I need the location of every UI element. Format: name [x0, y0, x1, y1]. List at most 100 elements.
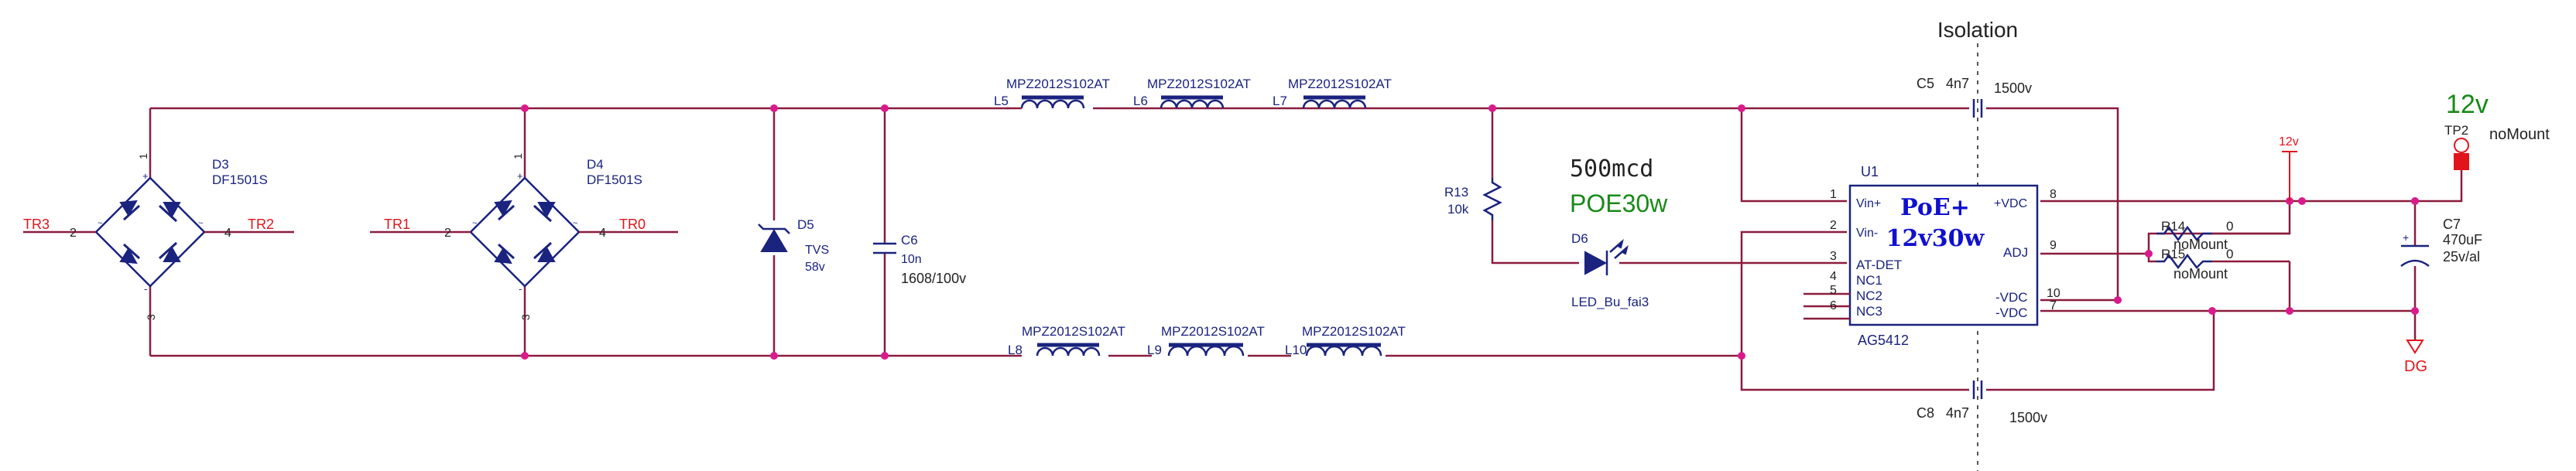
led-d6: D6 LED_Bu_fai3 500mcd POE30w: [1570, 155, 1668, 309]
u1-pin4-num: 4: [1830, 270, 1837, 283]
l7-part: MPZ2012S102AT: [1288, 77, 1392, 91]
resistor-r13: R13 10k: [1444, 178, 1502, 220]
ground-label: DG: [2404, 358, 2427, 375]
d4-pin-2: 2: [444, 227, 451, 240]
u1-pin2-num: 2: [1830, 219, 1837, 232]
l9-part: MPZ2012S102AT: [1161, 324, 1265, 339]
r14-value: 0: [2226, 219, 2233, 234]
u1-pin8-name: +VDC: [1994, 197, 2027, 210]
r15-note: noMount: [2174, 266, 2228, 282]
d3-pin-3: 3: [145, 314, 157, 320]
ic-u1: U1 AG5412 PoE+ 12v30w 1 Vin+ 2 Vin- 3 AT…: [1804, 164, 2060, 348]
c6-ref: C6: [901, 233, 918, 247]
svg-text:~: ~: [98, 219, 102, 228]
wire-net: [149, 107, 2463, 391]
svg-text:+: +: [142, 170, 149, 182]
d5-type: TVS: [805, 244, 829, 257]
l10-part: MPZ2012S102AT: [1302, 324, 1406, 339]
d5-ref: D5: [797, 217, 814, 232]
svg-text:-: -: [519, 283, 522, 295]
led-note-brightness: 500mcd: [1570, 155, 1653, 183]
r13-value: 10k: [1447, 202, 1469, 217]
l5-ref: L5: [994, 94, 1009, 108]
c8-voltage: 1500v: [2009, 410, 2047, 425]
u1-pin1-name: Vin+: [1856, 197, 1881, 210]
svg-text:+: +: [517, 170, 523, 182]
l6-part: MPZ2012S102AT: [1147, 77, 1251, 91]
d4-pin-4: 4: [599, 227, 606, 240]
l8-part: MPZ2012S102AT: [1022, 324, 1125, 339]
capacitor-c6: C6 10n 1608/100v: [873, 233, 966, 286]
d4-ref: D4: [587, 157, 604, 172]
r14-note: noMount: [2174, 237, 2228, 252]
d6-part: LED_Bu_fai3: [1571, 295, 1649, 309]
u1-pin10-num: 10: [2047, 287, 2060, 300]
r15-ref: R15: [2161, 247, 2185, 261]
isolation-barrier: Isolation: [1937, 18, 2018, 471]
led-note-power: POE30w: [1570, 189, 1668, 217]
tp2-rail-label: 12v: [2446, 90, 2489, 119]
d3-net-right: TR2: [248, 217, 274, 232]
u1-pin2-name: Vin-: [1856, 227, 1878, 240]
u1-pin7-name: -VDC: [1995, 305, 2028, 320]
d3-net-left: TR3: [23, 217, 50, 232]
svg-text:+: +: [2403, 231, 2409, 244]
c6-package: 1608/100v: [901, 271, 966, 286]
power-flag-12v: 12v: [2279, 135, 2299, 201]
d4-net-left: TR1: [384, 217, 410, 232]
c6-value: 10n: [901, 253, 922, 266]
inductor-l6: MPZ2012S102AT L6: [1006, 77, 1251, 110]
r13-ref: R13: [1444, 185, 1468, 200]
capacitor-c8: C8 4n7 1500v: [1917, 381, 2047, 425]
c7-rating: 25v/al: [2443, 249, 2480, 265]
svg-text:~: ~: [573, 219, 577, 228]
l10-ref: L10: [1285, 343, 1307, 357]
inductor-l7: MPZ2012S102AT L7: [1273, 77, 1392, 109]
d3-pin-4: 4: [224, 227, 231, 240]
u1-pin10-name: -VDC: [1995, 290, 2028, 305]
u1-pin8-num: 8: [2050, 188, 2057, 201]
u1-pin5-name: NC2: [1856, 288, 1882, 303]
power-flag-label: 12v: [2279, 135, 2299, 148]
c5-ref: C5: [1917, 76, 1934, 91]
u1-pin3-name: AT-DET: [1856, 258, 1902, 272]
svg-text:-: -: [144, 283, 147, 295]
u1-title-2: 12v30w: [1886, 225, 1985, 252]
u1-pin5-num: 5: [1830, 284, 1837, 297]
d4-pin-3: 3: [519, 314, 532, 320]
inductor-l5: MPZ2012S102AT L5: [994, 77, 1110, 109]
d4-net-right: TR0: [619, 217, 646, 232]
u1-pin4-name: NC1: [1856, 273, 1882, 288]
d5-value: 58v: [805, 261, 825, 274]
c8-value: 4n7: [1946, 405, 1969, 421]
d4-pin-1: 1: [512, 153, 524, 159]
u1-ref: U1: [1861, 164, 1879, 179]
isolation-label: Isolation: [1937, 18, 2018, 42]
u1-pin7-num: 7: [2050, 299, 2057, 312]
junction-dots: [521, 104, 2419, 360]
l7-ref: L7: [1273, 94, 1287, 108]
d6-ref: D6: [1571, 231, 1588, 246]
u1-pin9-name: ADJ: [2003, 245, 2028, 260]
bridge-d4: + - ~ ~ 1 3 2 4 TR1 TR0 D4 DF1501S: [370, 153, 678, 320]
test-point-tp2: 12v TP2 noMount: [2444, 90, 2550, 170]
c5-value: 4n7: [1946, 76, 1969, 91]
c8-ref: C8: [1917, 405, 1934, 421]
u1-pin6-name: NC3: [1856, 304, 1882, 319]
r15-value: 0: [2226, 247, 2233, 261]
u1-title-1: PoE+: [1900, 194, 1970, 221]
l8-ref: L8: [1008, 343, 1023, 357]
tp2-note: noMount: [2489, 126, 2550, 143]
c5-voltage: 1500v: [1994, 80, 2032, 96]
l5-part: MPZ2012S102AT: [1006, 77, 1110, 91]
svg-text:~: ~: [198, 219, 203, 228]
l9-ref: L9: [1147, 343, 1162, 357]
u1-pin6-num: 6: [1830, 299, 1837, 312]
tp2-ref: TP2: [2444, 123, 2468, 138]
capacitor-c5: C5 4n7 1500v: [1917, 76, 2032, 118]
u1-part: AG5412: [1858, 333, 1909, 348]
l6-ref: L6: [1133, 94, 1148, 108]
d3-ref: D3: [212, 157, 229, 172]
d3-part: DF1501S: [212, 172, 268, 187]
